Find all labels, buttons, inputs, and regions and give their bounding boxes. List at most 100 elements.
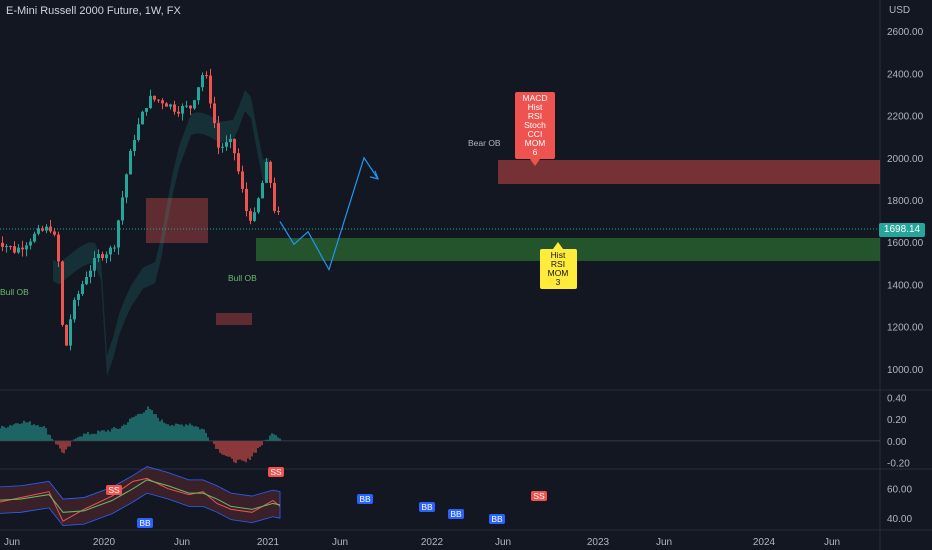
oscillator-bar bbox=[185, 424, 187, 441]
y-tick-label: 0.40 bbox=[887, 393, 907, 404]
candle-body bbox=[17, 247, 20, 253]
ss-marker bbox=[531, 491, 547, 501]
sell-signal-line: Hist bbox=[528, 102, 543, 112]
candle-body bbox=[213, 103, 216, 124]
oscillator-bar bbox=[77, 437, 79, 441]
x-tick-label: Jun bbox=[824, 537, 840, 548]
x-tick-label: Jun bbox=[495, 537, 511, 548]
candle-body bbox=[173, 104, 176, 112]
candle-body bbox=[189, 105, 192, 109]
bear-ob-zone bbox=[498, 160, 880, 184]
candle-body bbox=[153, 95, 156, 100]
sell-signal-line: MOM bbox=[525, 138, 546, 148]
oscillator-bar bbox=[149, 409, 151, 441]
oscillator-bar bbox=[187, 425, 189, 441]
candle-body bbox=[13, 246, 16, 253]
sell-signal-line: Stoch bbox=[524, 120, 546, 130]
candle-body bbox=[129, 150, 132, 175]
oscillator-bar bbox=[19, 423, 21, 441]
oscillator-bar bbox=[39, 427, 41, 441]
oscillator-bar bbox=[123, 424, 125, 441]
x-tick-label: Jun bbox=[332, 537, 348, 548]
candle-body bbox=[37, 228, 40, 234]
buy-signal-line: 3 bbox=[556, 277, 561, 287]
candle-body bbox=[273, 182, 276, 211]
oscillator-bar bbox=[27, 422, 29, 441]
candle-body bbox=[101, 254, 104, 259]
projection-path bbox=[279, 156, 379, 272]
oscillator-bar bbox=[109, 431, 111, 441]
x-tick-label: Jun bbox=[656, 537, 672, 548]
oscillator-bar bbox=[223, 440, 225, 456]
sell-signal-line: RSI bbox=[528, 111, 542, 121]
oscillator-bar bbox=[73, 439, 75, 441]
oscillator-bar bbox=[201, 428, 203, 441]
bear-zone-small bbox=[216, 313, 252, 325]
oscillator-bar bbox=[167, 424, 169, 441]
oscillator-bar bbox=[237, 440, 239, 460]
oscillator-bar bbox=[215, 440, 217, 449]
oscillator-bar bbox=[213, 440, 215, 445]
bb-marker-label: BB bbox=[491, 514, 503, 524]
ss-marker-label: SS bbox=[533, 491, 545, 501]
chart-title: E-Mini Russell 2000 Future, 1W, FX bbox=[6, 5, 181, 17]
candle-body bbox=[29, 241, 32, 246]
oscillator-bar bbox=[197, 426, 199, 441]
candle-body bbox=[137, 124, 140, 140]
candle-body bbox=[249, 211, 252, 221]
y-tick-label: 2400.00 bbox=[887, 69, 924, 80]
ss-marker bbox=[268, 467, 284, 477]
x-tick-label: Jun bbox=[174, 537, 190, 548]
oscillator-bar bbox=[225, 440, 227, 457]
buy-signal-line: RSI bbox=[551, 259, 565, 269]
buy-signal: Hist RSI MOM 3 bbox=[540, 242, 577, 289]
oscillator-bar bbox=[243, 440, 245, 462]
sell-signal-line: MACD bbox=[522, 93, 547, 103]
projection-line bbox=[279, 156, 379, 272]
oscillator-bar bbox=[95, 434, 97, 441]
oscillator-bar bbox=[1, 425, 3, 441]
oscillator-bar bbox=[193, 426, 195, 441]
candle-body bbox=[25, 245, 28, 250]
candle-body bbox=[53, 231, 56, 235]
oscillator-bar bbox=[241, 440, 243, 461]
oscillator-bar bbox=[151, 410, 153, 441]
oscillator-bar bbox=[231, 440, 233, 459]
ss-marker-label: SS bbox=[270, 467, 282, 477]
oscillator-bar bbox=[235, 440, 237, 464]
candle-body bbox=[77, 293, 80, 300]
bb-marker bbox=[137, 518, 153, 528]
oscillator-bar bbox=[143, 412, 145, 441]
candle-body bbox=[93, 257, 96, 271]
sell-signal-line: 6 bbox=[533, 147, 538, 157]
candle-body bbox=[133, 139, 136, 151]
candle-body bbox=[45, 226, 48, 231]
oscillator-bar bbox=[79, 436, 81, 441]
oscillator-bar bbox=[57, 440, 59, 445]
candle-body bbox=[201, 75, 204, 88]
candle-body bbox=[105, 254, 108, 259]
bb-marker-label: BB bbox=[450, 509, 462, 519]
oscillator-bar bbox=[173, 425, 175, 441]
oscillator-bar bbox=[91, 433, 93, 441]
candle-body bbox=[177, 111, 180, 114]
candle-body bbox=[217, 123, 220, 148]
oscillator-bar bbox=[111, 428, 113, 441]
candle-body bbox=[81, 284, 84, 294]
oscillator-bar bbox=[97, 430, 99, 441]
candle-body bbox=[1, 242, 4, 247]
y-tick-label: 0.00 bbox=[887, 437, 907, 448]
oscillator-bar bbox=[169, 425, 171, 441]
oscillator-bar bbox=[205, 432, 207, 441]
bb-marker bbox=[419, 502, 435, 512]
oscillator-bar bbox=[5, 428, 7, 441]
oscillator-bar bbox=[135, 415, 137, 441]
bull-ob-label: Bull OB bbox=[228, 273, 257, 283]
y-tick-label: 40.00 bbox=[887, 514, 912, 525]
candle-body bbox=[57, 234, 60, 262]
oscillator-pane bbox=[0, 406, 880, 464]
oscillator-bar bbox=[37, 425, 39, 441]
oscillator-bar bbox=[203, 429, 205, 441]
oscillator-bar bbox=[43, 426, 45, 441]
